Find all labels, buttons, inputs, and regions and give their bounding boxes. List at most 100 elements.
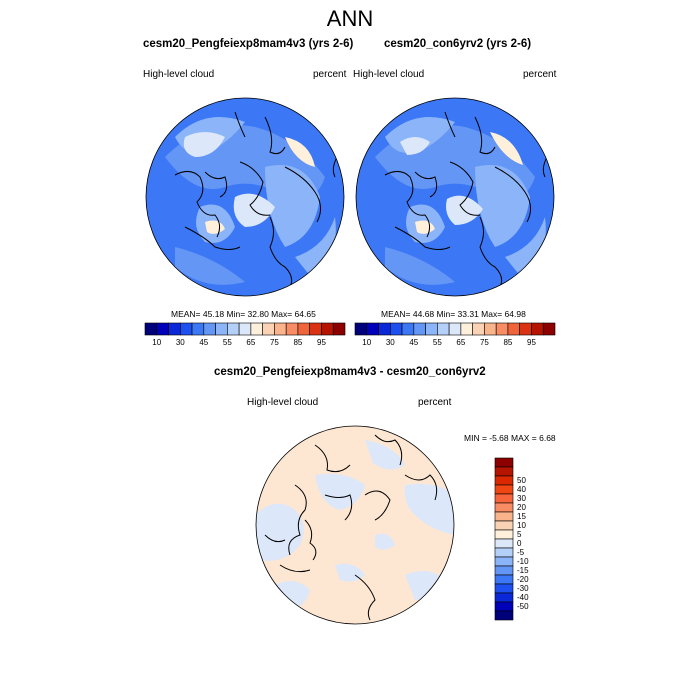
- colorbar-swatch: [309, 322, 322, 336]
- diff-colorbar-labels: 50 40 30 20 15 10 5 0 -5 -10 -15 -20 -30 -40 -50: [517, 458, 547, 620]
- colorbar-swatch: [378, 322, 391, 336]
- colorbar-swatch: [238, 322, 252, 336]
- colorbar-swatch: [494, 457, 514, 468]
- left-colorbar: [144, 322, 346, 336]
- colorbar-label: 0: [517, 538, 522, 548]
- colorbar-label: 75: [269, 338, 279, 347]
- colorbar-label: 45: [409, 338, 419, 347]
- colorbar-label: 10: [362, 338, 372, 347]
- colorbar-label: 55: [222, 338, 232, 347]
- colorbar-label: 40: [517, 484, 526, 494]
- right-panel-variable: High-level cloud: [353, 69, 425, 80]
- colorbar-swatch: [542, 322, 556, 336]
- colorbar-swatch: [494, 475, 514, 486]
- colorbar-swatch: [168, 322, 181, 336]
- colorbar-swatch: [494, 565, 514, 576]
- colorbar-label: 45: [199, 338, 209, 347]
- left-panel-units: percent: [313, 69, 347, 80]
- colorbar-label: 65: [456, 338, 466, 347]
- colorbar-label: -20: [517, 574, 529, 584]
- colorbar-swatch: [437, 322, 450, 336]
- colorbar-swatch: [472, 322, 485, 336]
- colorbar-swatch: [227, 322, 240, 336]
- colorbar-swatch: [519, 322, 532, 336]
- colorbar-label: 30: [175, 338, 185, 347]
- colorbar-label: 65: [246, 338, 256, 347]
- diff-polar-map: [255, 425, 455, 625]
- colorbar-swatch: [332, 322, 346, 336]
- colorbar-swatch: [215, 322, 228, 336]
- colorbar-label: -50: [517, 601, 529, 611]
- colorbar-swatch: [507, 322, 521, 336]
- colorbar-swatch: [274, 322, 287, 336]
- colorbar-label: -30: [517, 583, 529, 593]
- colorbar-swatch: [156, 322, 169, 336]
- colorbar-swatch: [494, 583, 514, 594]
- colorbar-label: 10: [517, 520, 526, 530]
- colorbar-swatch: [494, 484, 514, 495]
- colorbar-swatch: [179, 322, 193, 336]
- colorbar-swatch: [494, 601, 514, 612]
- left-colorbar-labels: 10 30 45 55 65 75 85 95: [145, 338, 345, 350]
- colorbar-swatch: [494, 574, 514, 585]
- diff-colorbar: [494, 457, 514, 621]
- colorbar-label: 20: [517, 502, 526, 512]
- colorbar-swatch: [494, 538, 514, 549]
- right-colorbar-labels: 10 30 45 55 65 75 85 95: [355, 338, 555, 350]
- left-polar-map: [145, 97, 345, 297]
- colorbar-label: -15: [517, 565, 529, 575]
- colorbar-swatch: [191, 322, 205, 336]
- colorbar-swatch: [494, 511, 514, 522]
- colorbar-label: 85: [293, 338, 303, 347]
- right-panel-title: cesm20_con6yrv2 (yrs 2-6): [384, 38, 532, 50]
- colorbar-label: 55: [432, 338, 442, 347]
- right-colorbar: [354, 322, 556, 336]
- colorbar-label: 15: [517, 511, 526, 521]
- colorbar-swatch: [494, 466, 514, 477]
- left-panel-variable: High-level cloud: [143, 69, 215, 80]
- colorbar-swatch: [494, 547, 514, 558]
- colorbar-swatch: [448, 322, 462, 336]
- colorbar-label: 85: [503, 338, 513, 347]
- colorbar-swatch: [262, 322, 275, 336]
- colorbar-swatch: [494, 610, 514, 621]
- colorbar-label: 95: [317, 338, 326, 347]
- colorbar-label: 95: [527, 338, 536, 347]
- diff-panel-variable: High-level cloud: [247, 397, 319, 408]
- colorbar-label: 30: [385, 338, 395, 347]
- diff-panel-title: cesm20_Pengfeiexp8mam4v3 - cesm20_con6yr…: [214, 366, 486, 378]
- colorbar-label: 50: [517, 475, 526, 485]
- colorbar-swatch: [494, 529, 514, 540]
- colorbar-swatch: [494, 493, 514, 504]
- colorbar-swatch: [285, 322, 299, 336]
- colorbar-label: -40: [517, 592, 529, 602]
- colorbar-label: 5: [517, 529, 522, 539]
- colorbar-swatch: [401, 322, 415, 336]
- colorbar-label: 30: [517, 493, 526, 503]
- colorbar-swatch: [494, 556, 514, 567]
- colorbar-swatch: [531, 322, 544, 336]
- colorbar-swatch: [354, 322, 368, 336]
- colorbar-swatch: [321, 322, 334, 336]
- colorbar-swatch: [494, 592, 514, 603]
- colorbar-swatch: [460, 322, 473, 336]
- right-panel-stats: MEAN= 44.68 Min= 33.31 Max= 64.98: [381, 309, 526, 319]
- right-panel-units: percent: [523, 69, 557, 80]
- colorbar-label: 10: [152, 338, 162, 347]
- right-polar-map: [355, 97, 555, 297]
- colorbar-swatch: [144, 322, 158, 336]
- colorbar-swatch: [413, 322, 426, 336]
- colorbar-label: -10: [517, 556, 529, 566]
- colorbar-swatch: [203, 322, 216, 336]
- colorbar-swatch: [250, 322, 263, 336]
- colorbar-swatch: [425, 322, 438, 336]
- page-title: ANN: [326, 6, 374, 31]
- left-panel-stats: MEAN= 45.18 Min= 32.80 Max= 64.65: [171, 309, 316, 319]
- left-panel-title: cesm20_Pengfeiexp8mam4v3 (yrs 2-6): [143, 38, 354, 50]
- colorbar-swatch: [297, 322, 311, 336]
- colorbar-swatch: [495, 322, 509, 336]
- diff-panel-stats: MIN = -5.68 MAX = 6.68: [464, 433, 556, 443]
- colorbar-label: 75: [479, 338, 489, 347]
- colorbar-label: -5: [517, 547, 525, 557]
- colorbar-swatch: [494, 520, 514, 531]
